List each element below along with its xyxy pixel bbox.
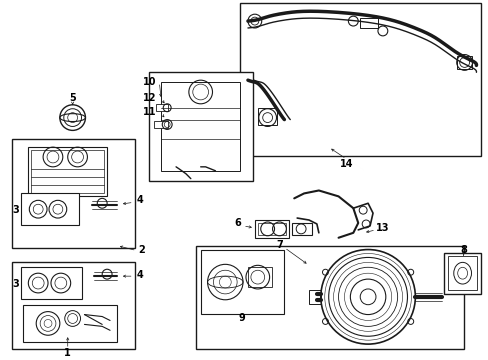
Bar [447, 256, 476, 290]
Text: 6: 6 [234, 218, 241, 228]
Text: 8: 8 [459, 244, 466, 255]
Bar [21, 193, 79, 225]
Text: 14: 14 [339, 159, 352, 169]
Bar [257, 223, 286, 235]
Bar [292, 223, 311, 235]
Bar [200, 249, 284, 314]
Text: 3: 3 [12, 205, 19, 215]
Text: 4: 4 [136, 195, 142, 205]
Text: 4: 4 [136, 270, 142, 280]
Bar [154, 121, 168, 129]
Bar [308, 290, 320, 304]
Text: 7: 7 [276, 240, 282, 249]
Bar [12, 139, 134, 248]
Bar [360, 18, 377, 28]
Bar [156, 104, 168, 111]
Text: 5: 5 [69, 93, 76, 103]
Text: 13: 13 [375, 223, 389, 233]
Text: 1: 1 [64, 348, 71, 358]
Bar [149, 72, 252, 181]
Text: 11: 11 [142, 107, 156, 117]
Bar [23, 305, 117, 342]
Bar [161, 82, 240, 171]
Bar [456, 55, 471, 69]
Bar [257, 108, 277, 126]
Bar [195, 246, 463, 349]
Bar [28, 147, 107, 197]
Text: 9: 9 [238, 314, 245, 324]
Bar [240, 3, 480, 156]
Bar [443, 252, 480, 294]
Text: 2: 2 [138, 244, 144, 255]
Bar [12, 262, 134, 349]
Text: 3: 3 [12, 279, 19, 289]
Text: 10: 10 [142, 77, 156, 87]
Bar [21, 267, 82, 299]
Text: 12: 12 [142, 93, 156, 103]
Bar [31, 150, 104, 193]
Circle shape [360, 289, 375, 305]
Bar [254, 220, 289, 238]
Bar [247, 267, 271, 287]
